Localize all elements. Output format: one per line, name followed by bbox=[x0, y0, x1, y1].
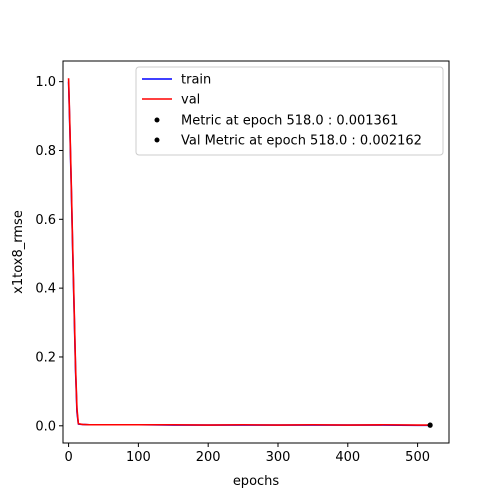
x-tick-label: 100 bbox=[126, 450, 151, 465]
x-tick-label: 400 bbox=[335, 450, 360, 465]
x-tick-label: 300 bbox=[266, 450, 291, 465]
legend: train val Metric at epoch 518.0 : 0.001361… bbox=[135, 66, 444, 156]
metric-marker-2 bbox=[427, 422, 433, 428]
y-tick-label: 1.0 bbox=[35, 75, 56, 90]
plot-frame bbox=[62, 60, 450, 444]
x-axis-label: epochs bbox=[233, 474, 280, 489]
series-line-val bbox=[67, 78, 431, 426]
legend-label-marker-1: Metric at epoch 518.0 : 0.001361 bbox=[181, 114, 398, 129]
legend-label-val: val bbox=[181, 93, 200, 108]
x-tick-label: 500 bbox=[405, 450, 430, 465]
legend-marker-2 bbox=[154, 137, 160, 143]
plot-content bbox=[67, 78, 433, 428]
y-axis-label: x1tox8_rmse bbox=[11, 210, 26, 294]
legend-label-train: train bbox=[181, 73, 211, 88]
y-tick-label: 0.4 bbox=[35, 282, 56, 297]
y-tick-label: 0.8 bbox=[35, 144, 56, 159]
y-axis: 0.0 0.2 0.4 0.6 0.8 1.0 bbox=[35, 75, 63, 434]
x-tick-label: 0 bbox=[64, 450, 72, 465]
x-tick-label: 200 bbox=[196, 450, 221, 465]
y-tick-label: 0.0 bbox=[35, 419, 56, 434]
y-tick-label: 0.2 bbox=[35, 350, 56, 365]
legend-label-marker-2: Val Metric at epoch 518.0 : 0.002162 bbox=[181, 134, 422, 149]
y-tick-label: 0.6 bbox=[35, 213, 56, 228]
x-axis: 0 100 200 300 400 500 bbox=[64, 443, 430, 465]
legend-marker-1 bbox=[154, 117, 160, 123]
legend-box bbox=[135, 66, 444, 156]
